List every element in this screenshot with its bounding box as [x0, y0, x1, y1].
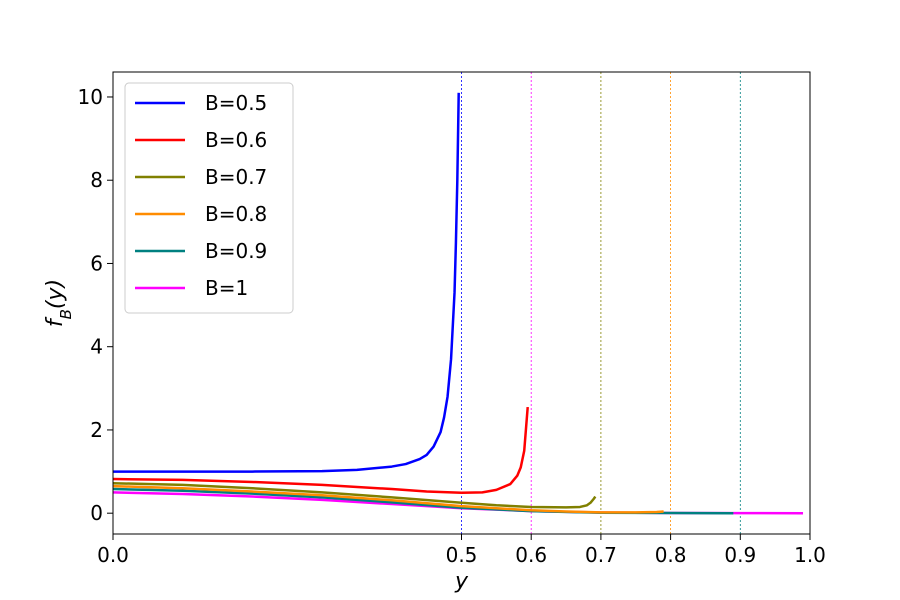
y-tick-label: 0: [90, 501, 103, 525]
y-tick-label: 4: [90, 335, 103, 359]
y-axis-label: fB(y): [43, 279, 75, 327]
x-tick-label: 0.7: [585, 543, 617, 567]
series-lines: [112, 92, 804, 515]
x-tick-label: 0.0: [97, 543, 129, 567]
legend-label: B=1: [205, 276, 248, 300]
x-tick-label: 1.0: [794, 543, 826, 567]
x-axis-label: y: [454, 569, 469, 594]
series-line-B=0.9: [112, 487, 734, 515]
series-line-B=0.6: [112, 406, 529, 495]
legend-label: B=0.8: [205, 202, 267, 226]
legend-label: B=0.6: [205, 128, 267, 152]
x-axis: 0.0 0.5 0.6 0.7 0.8 0.9 1.0: [97, 534, 826, 567]
legend-label: B=0.5: [205, 91, 267, 115]
x-tick-label: 0.6: [515, 543, 547, 567]
y-tick-label: 10: [78, 85, 103, 109]
legend-label: B=0.7: [205, 165, 267, 189]
y-tick-label: 2: [90, 418, 103, 442]
series-line-B=0.7: [112, 481, 597, 509]
reference-lines: [461, 72, 741, 534]
y-tick-label: 8: [90, 168, 103, 192]
legend: B=0.5 B=0.6 B=0.7 B=0.8 B=0.9 B=1: [124, 82, 294, 314]
x-tick-label: 0.8: [655, 543, 687, 567]
y-axis: 0 2 4 6 8 10: [78, 85, 113, 525]
x-tick-label: 0.5: [446, 543, 478, 567]
y-tick-label: 6: [90, 251, 103, 275]
x-tick-label: 0.9: [724, 543, 756, 567]
series-line-B=0.5: [113, 92, 460, 473]
series-line-B=0.8: [112, 484, 664, 514]
legend-label: B=0.9: [205, 239, 267, 263]
